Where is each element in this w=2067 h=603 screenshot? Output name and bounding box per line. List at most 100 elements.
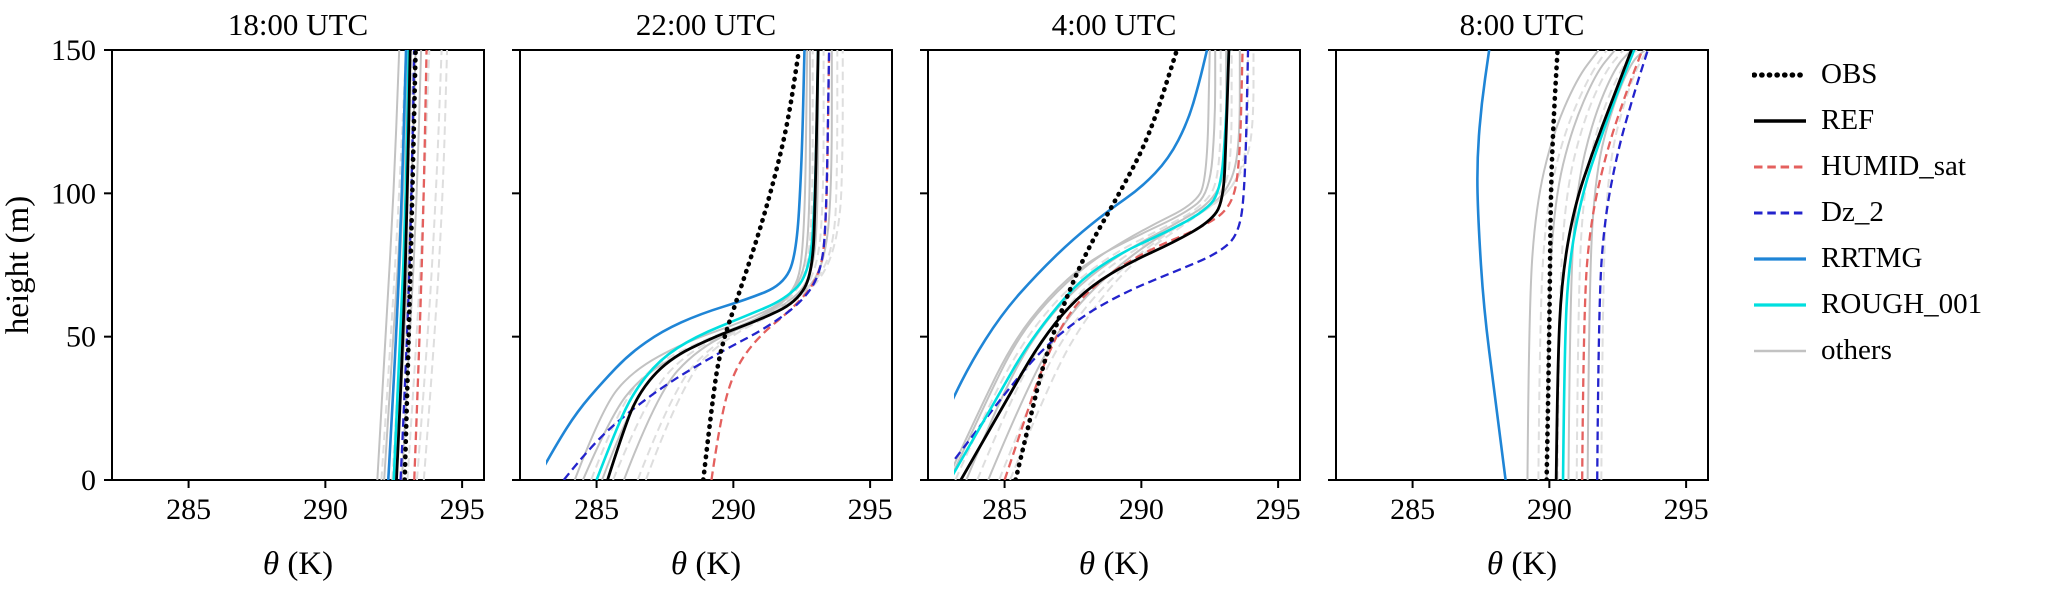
series-others-line	[1537, 50, 1608, 480]
x-tick-label: 285	[574, 493, 619, 526]
series-Dz_2-line	[1596, 50, 1649, 480]
panel-1: 22:00 UTC 285 290 295 θ (K)	[512, 7, 893, 582]
legend-label: RRTMG	[1821, 242, 1923, 274]
series-others-line	[954, 50, 1211, 474]
axes-box	[1335, 49, 1709, 481]
series-REF-line	[959, 50, 1231, 480]
x-tick-label: 285	[1390, 493, 1435, 526]
y-tick-label: 150	[51, 34, 96, 67]
axes-box	[111, 49, 485, 481]
x-tick-label: 295	[1256, 493, 1301, 526]
series-others-line	[1009, 50, 1255, 480]
y-tick-label: 0	[81, 464, 96, 497]
series-others-line	[601, 50, 820, 480]
series-ROUGH_001-line	[1561, 50, 1636, 480]
series-ROUGH_001-line	[954, 50, 1231, 476]
panel-2: 4:00 UTC 285 290 295 θ (K)	[920, 7, 1301, 582]
legend-label: ROUGH_001	[1821, 288, 1983, 320]
series-Dz_2-line	[954, 50, 1250, 463]
x-axis-label: θ (K)	[263, 546, 333, 582]
legend-OBS-line-icon	[1752, 71, 1808, 78]
legend-item-HUMID_sat: HUMID_sat	[1752, 148, 1982, 185]
y-tick-label: 100	[51, 177, 96, 210]
series-RRTMG-line	[386, 50, 408, 480]
legend-others-line-icon	[1754, 349, 1806, 352]
legend-item-REF: REF	[1752, 102, 1982, 139]
x-axis-label: θ (K)	[671, 546, 741, 582]
panel-3: 8:00 UTC 285 290 295 θ (K)	[1328, 7, 1709, 582]
legend-label: REF	[1821, 104, 1875, 136]
axes-box	[519, 49, 893, 481]
series-OBS-line	[402, 50, 418, 480]
legend-item-RRTMG: RRTMG	[1752, 240, 1982, 277]
legend-label: HUMID_sat	[1821, 150, 1966, 182]
legend-item-others: others	[1752, 332, 1982, 369]
series-HUMID_sat-line	[1003, 50, 1244, 480]
series-others-line	[590, 50, 814, 480]
series-others-line	[422, 50, 449, 480]
series-others-line	[636, 50, 839, 480]
series-REF-line	[606, 50, 820, 480]
series-OBS-line	[1013, 50, 1180, 480]
series-Dz_2-line	[562, 50, 831, 480]
x-tick-label: 290	[1527, 493, 1572, 526]
x-tick-label: 290	[711, 493, 756, 526]
panel-0: 18:00 UTC 285 290 295 0 50 100 150 θ (K) height (…	[0, 7, 485, 582]
series-others-line	[1575, 50, 1638, 480]
series-RRTMG-line	[546, 50, 806, 466]
series-ROUGH_001-line	[392, 50, 411, 480]
legend-REF-line-icon	[1754, 118, 1806, 123]
series-others-line	[380, 50, 408, 480]
series-HUMID_sat-line	[413, 50, 428, 480]
series-HUMID_sat-line	[1581, 50, 1644, 480]
series-others-line	[1567, 50, 1633, 480]
legend-item-Dz_2: Dz_2	[1752, 194, 1982, 231]
panel-title: 8:00 UTC	[1460, 7, 1585, 42]
x-tick-label: 285	[982, 493, 1027, 526]
panels-row: 18:00 UTC 285 290 295 0 50 100 150 θ (K) height (…	[0, 4, 1718, 598]
series-RRTMG-line	[1476, 50, 1507, 480]
legend-ROUGH_001-line-icon	[1754, 302, 1806, 307]
series-others-line	[573, 50, 809, 480]
series-others-line	[376, 50, 401, 480]
y-tick-label: 50	[66, 321, 96, 354]
series-REF-line	[1554, 50, 1633, 480]
series-RRTMG-line	[954, 50, 1209, 400]
series-others-line	[1600, 50, 1652, 480]
x-axis-label: θ (K)	[1487, 546, 1557, 582]
x-tick-label: 290	[1119, 493, 1164, 526]
series-others-line	[415, 50, 443, 480]
x-tick-label: 295	[440, 493, 485, 526]
series-HUMID_sat-line	[710, 50, 831, 480]
legend-label: others	[1821, 334, 1892, 366]
legend-label: Dz_2	[1821, 196, 1884, 228]
x-tick-label: 295	[848, 493, 893, 526]
series-others-line	[954, 50, 1222, 480]
panel-title: 18:00 UTC	[228, 7, 368, 42]
x-tick-label: 285	[166, 493, 211, 526]
panel-title: 22:00 UTC	[636, 7, 776, 42]
legend-RRTMG-line-icon	[1754, 256, 1806, 261]
legend-Dz_2-line-icon	[1754, 211, 1806, 214]
series-REF-line	[395, 50, 412, 480]
y-axis-label: height (m)	[0, 196, 36, 334]
series-others-line	[976, 50, 1233, 480]
x-tick-label: 290	[303, 493, 348, 526]
legend-HUMID_sat-line-icon	[1754, 165, 1806, 168]
panel-title: 4:00 UTC	[1052, 7, 1177, 42]
series-OBS-line	[1544, 50, 1560, 480]
series-others-line	[581, 50, 811, 480]
legend-label: OBS	[1821, 58, 1878, 90]
x-axis-label: θ (K)	[1079, 546, 1149, 582]
series-others-line	[1586, 50, 1646, 480]
x-tick-label: 295	[1664, 493, 1709, 526]
series-others-line	[406, 50, 431, 480]
legend-item-ROUGH_001: ROUGH_001	[1752, 286, 1982, 323]
axes-box	[927, 49, 1301, 481]
series-OBS-line	[700, 50, 802, 480]
series-others-line	[623, 50, 833, 480]
series-others-line	[1526, 50, 1600, 480]
legend-item-OBS: OBS	[1752, 56, 1982, 93]
